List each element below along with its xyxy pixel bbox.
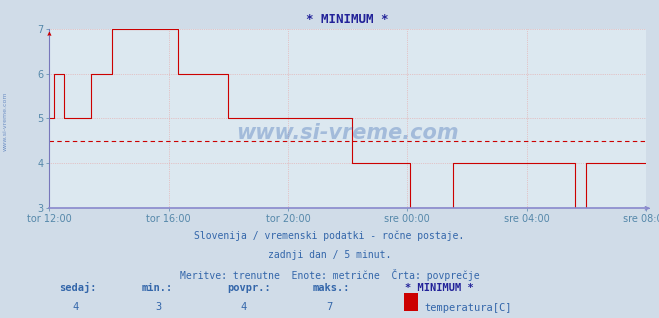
Text: temperatura[C]: temperatura[C] [424, 303, 512, 314]
Text: www.si-vreme.com: www.si-vreme.com [3, 91, 8, 151]
Text: min.:: min.: [142, 283, 173, 293]
Text: * MINIMUM *: * MINIMUM * [405, 283, 474, 293]
Text: www.si-vreme.com: www.si-vreme.com [237, 123, 459, 143]
Text: 4: 4 [72, 302, 78, 312]
Text: povpr.:: povpr.: [227, 283, 271, 293]
Text: 4: 4 [241, 302, 246, 312]
Text: sedaj:: sedaj: [59, 282, 97, 293]
Text: 7: 7 [326, 302, 332, 312]
Title: * MINIMUM *: * MINIMUM * [306, 13, 389, 26]
Text: 3: 3 [155, 302, 161, 312]
Text: maks.:: maks.: [313, 283, 351, 293]
Text: Slovenija / vremenski podatki - ročne postaje.: Slovenija / vremenski podatki - ročne po… [194, 231, 465, 241]
Text: zadnji dan / 5 minut.: zadnji dan / 5 minut. [268, 250, 391, 259]
Text: Meritve: trenutne  Enote: metrične  Črta: povprečje: Meritve: trenutne Enote: metrične Črta: … [180, 269, 479, 281]
